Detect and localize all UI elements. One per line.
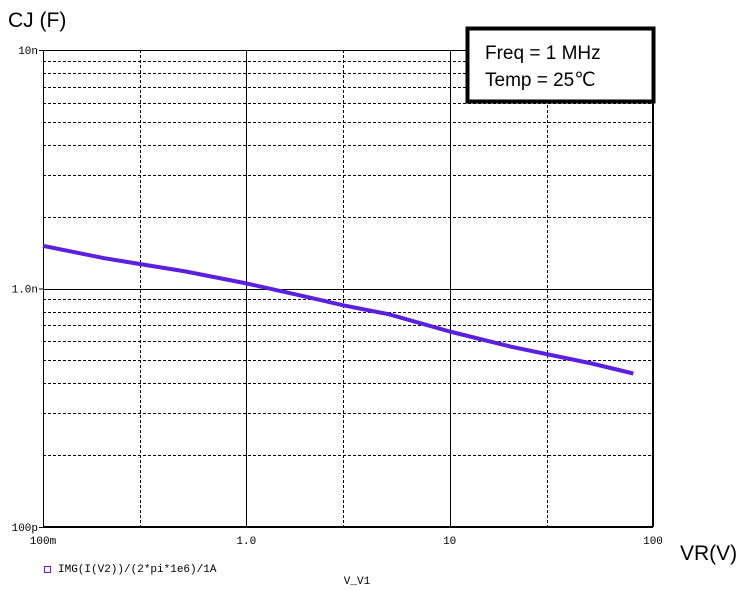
series-group: [42, 243, 634, 376]
legend: IMG(I(V2))/(2*pi*1e6)/1A: [44, 564, 217, 576]
plot-frame: [43, 50, 653, 527]
annotation-line-2: Temp = 25℃: [485, 70, 596, 91]
legend-marker: [44, 566, 51, 573]
x-tick-label: 100: [643, 536, 663, 548]
axes: [43, 50, 653, 527]
y-tick-label: 1.0n: [12, 285, 38, 297]
annotation-frame: [465, 26, 656, 104]
minor-grid: [43, 50, 653, 527]
tick-labels: 100m 1.0 10 100 100p 1.0n 10n: [12, 46, 663, 548]
y-tick-label: 10n: [18, 46, 38, 58]
x-variable-label: V_V1: [344, 576, 371, 588]
annotation-line-1: Freq = 1 MHz: [485, 43, 601, 64]
y-tick-label: 100p: [12, 523, 38, 535]
x-tick-label: 1.0: [236, 536, 256, 548]
annotation-box: Freq = 1 MHz Temp = 25℃: [465, 26, 656, 104]
y-axis-label: CJ (F): [8, 9, 66, 32]
series-line: [42, 243, 634, 376]
x-axis-label: VR(V): [680, 542, 737, 565]
x-tick-label: 100m: [30, 536, 57, 548]
x-tick-label: 10: [443, 536, 456, 548]
legend-label: IMG(I(V2))/(2*pi*1e6)/1A: [58, 564, 217, 576]
